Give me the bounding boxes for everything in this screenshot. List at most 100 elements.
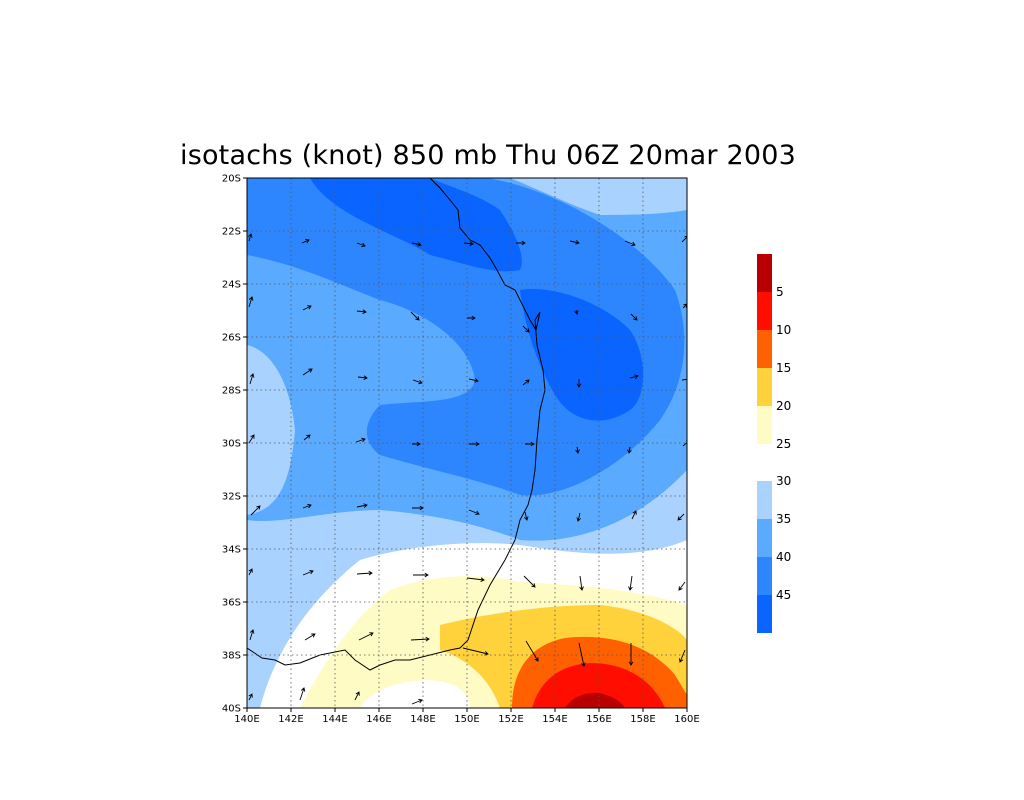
wind-arrow xyxy=(628,643,634,666)
colorbar-swatch xyxy=(757,481,772,519)
band-lt5-north xyxy=(310,178,522,272)
wind-arrow xyxy=(524,511,529,521)
wind-arrow xyxy=(522,379,530,386)
wind-arrow xyxy=(358,632,374,641)
wind-arrow xyxy=(466,577,485,582)
wind-arrow xyxy=(628,575,633,591)
wind-arrow xyxy=(410,311,420,321)
wind-arrow xyxy=(578,642,586,667)
band-40-45 xyxy=(532,663,665,708)
grid-lines xyxy=(247,178,687,708)
colorbar-swatch xyxy=(757,406,772,444)
y-tick-label: 34S xyxy=(222,545,241,556)
wind-arrow xyxy=(410,636,430,642)
wind-arrow xyxy=(679,649,686,663)
band-lt5-east xyxy=(520,289,644,421)
wind-arrow xyxy=(681,377,687,382)
x-tick-label: 156E xyxy=(586,714,611,725)
x-tick-label: 140E xyxy=(234,714,259,725)
wind-arrow xyxy=(302,569,314,576)
colorbar-swatch xyxy=(757,519,772,557)
wind-arrow xyxy=(249,373,255,385)
wind-arrow xyxy=(574,309,579,315)
wind-arrow xyxy=(462,647,489,656)
colorbar-label: 20 xyxy=(776,399,791,413)
wind-arrow xyxy=(579,575,584,591)
band-gt45 xyxy=(565,692,625,708)
wind-arrow xyxy=(302,305,312,311)
y-tick-label: 40S xyxy=(222,704,241,715)
wind-arrow xyxy=(575,446,580,454)
wind-arrow xyxy=(411,242,422,247)
wind-arrow xyxy=(678,581,686,591)
wind-arrow xyxy=(630,313,638,321)
wind-arrow xyxy=(413,572,429,578)
x-tick-label: 158E xyxy=(630,714,655,725)
wind-arrow xyxy=(299,687,306,701)
x-tick-label: 148E xyxy=(410,714,435,725)
wind-arrow xyxy=(525,441,535,447)
y-tick-label: 24S xyxy=(222,280,241,291)
colorbar-label: 40 xyxy=(776,550,791,564)
y-tick-label: 38S xyxy=(222,651,241,662)
wind-arrow xyxy=(356,242,366,248)
wind-arrow xyxy=(248,568,253,576)
x-tick-label: 154E xyxy=(542,714,567,725)
wind-arrow xyxy=(248,693,253,701)
wind-arrow xyxy=(516,240,526,246)
wind-arrow xyxy=(682,303,687,309)
x-tick-label: 142E xyxy=(278,714,303,725)
wind-arrow xyxy=(356,570,373,576)
colorbar-swatch xyxy=(757,557,772,595)
wind-arrow xyxy=(468,378,479,383)
wind-arrow xyxy=(412,505,424,511)
y-tick-label: 30S xyxy=(222,439,241,450)
wind-arrow xyxy=(467,315,476,321)
wind-arrow xyxy=(248,434,255,444)
wind-arrow xyxy=(250,505,261,516)
y-tick-label: 28S xyxy=(222,386,241,397)
colorbar: 5 10 15 20 25 30 35 40 45 xyxy=(757,254,791,633)
wind-arrow xyxy=(469,441,480,447)
wind-arrow xyxy=(677,513,685,521)
colorbar-label: 30 xyxy=(776,474,791,488)
x-tick-label: 144E xyxy=(322,714,347,725)
coastline xyxy=(247,178,546,671)
wind-arrow xyxy=(569,240,580,245)
colorbar-label: 5 xyxy=(776,285,784,299)
colorbar-swatch xyxy=(757,254,772,292)
wind-arrow xyxy=(356,503,368,508)
wind-arrow xyxy=(681,235,687,243)
wind-arrow xyxy=(412,379,423,385)
wind-arrow xyxy=(412,441,421,447)
wind-arrow xyxy=(303,434,311,441)
contour-fill xyxy=(247,178,687,708)
wind-arrow xyxy=(302,368,313,376)
y-tick-label: 22S xyxy=(222,227,241,238)
colorbar-swatch xyxy=(757,595,772,633)
wind-arrow xyxy=(411,698,423,705)
wind-arrow xyxy=(522,325,530,333)
wind-arrow xyxy=(525,640,539,662)
map-title: isotachs (knot) 850 mb Thu 06Z 20mar 200… xyxy=(180,140,797,171)
wind-arrow xyxy=(248,296,254,308)
colorbar-swatch xyxy=(757,368,772,406)
wind-arrow xyxy=(247,233,253,242)
wind-arrow xyxy=(624,240,636,247)
wind-arrow xyxy=(463,241,474,246)
wind-arrow xyxy=(304,633,316,641)
band-20-25-pocket xyxy=(360,680,470,708)
y-tick-label: 26S xyxy=(222,333,241,344)
wind-arrow xyxy=(631,510,637,520)
wind-arrow xyxy=(523,575,536,588)
wind-arrow xyxy=(301,239,310,244)
wind-arrow xyxy=(627,446,632,454)
colorbar-label: 45 xyxy=(776,588,791,602)
x-tick-label: 150E xyxy=(454,714,479,725)
wind-arrow xyxy=(576,512,581,522)
colorbar-label: 35 xyxy=(776,512,791,526)
wind-arrow xyxy=(576,379,582,388)
colorbar-swatch xyxy=(757,330,772,368)
wind-arrow xyxy=(355,437,366,443)
